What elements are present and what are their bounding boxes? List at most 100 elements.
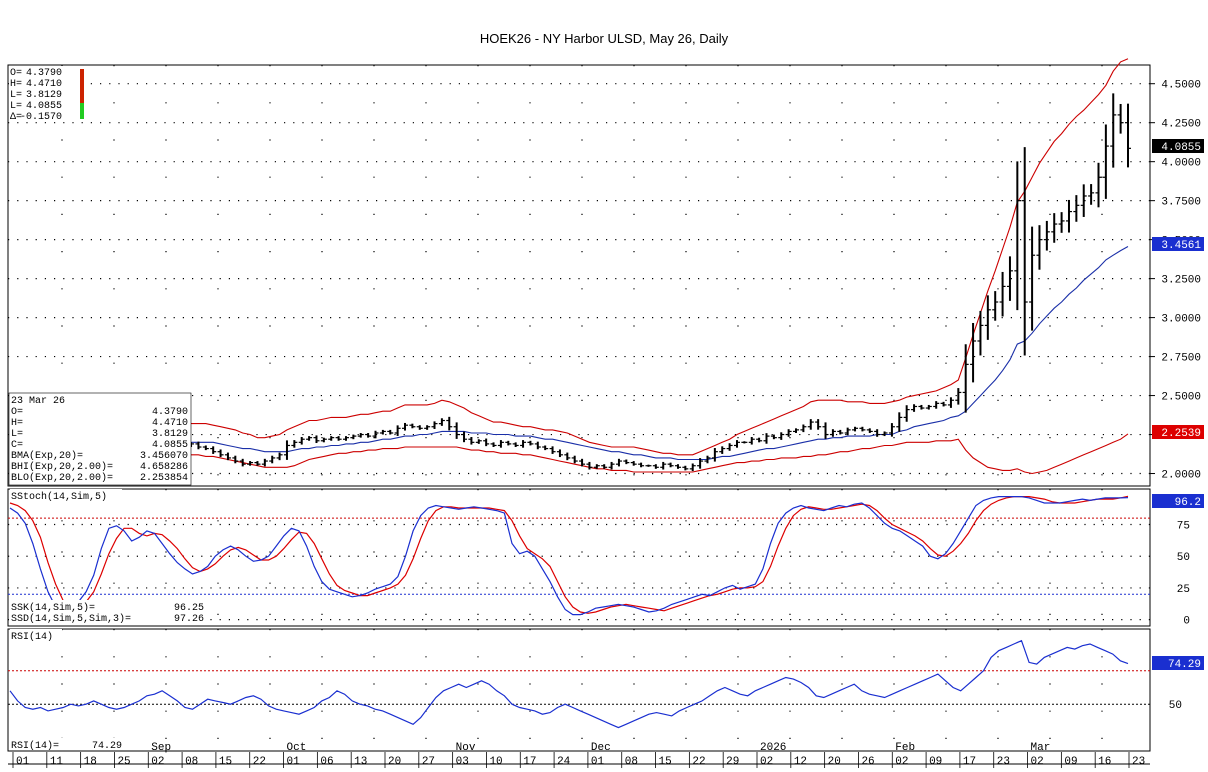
ssk-value: 96.25 <box>174 603 204 614</box>
ohlc-bar <box>1036 225 1043 270</box>
rsi-frame <box>7 628 1151 752</box>
ohlc-bar <box>438 418 445 426</box>
ohlc-bar <box>829 429 836 437</box>
x-tick-label: 03 <box>456 756 469 768</box>
price-tick-label: 4.0000 <box>1161 158 1201 170</box>
ohlc-bar <box>726 443 733 451</box>
ohlc-bar <box>461 431 468 443</box>
x-tick-label: 01 <box>591 756 605 768</box>
ssd-value: 97.26 <box>174 614 204 625</box>
ohlc-bar <box>453 422 460 439</box>
ohlc-bar <box>1065 199 1072 233</box>
ohlc-bar <box>645 464 652 467</box>
info-low-value: 3.8129 <box>152 429 188 440</box>
info-bhi-label: BHI(Exp,20,2.00)= <box>11 461 113 473</box>
info-close-value: 4.0855 <box>152 440 188 451</box>
price-frame <box>7 64 1151 487</box>
x-month-label: 2026 <box>760 742 786 754</box>
ohlc-bar <box>925 404 932 410</box>
price-tick-label: 3.2500 <box>1161 275 1201 287</box>
price-tick-label: 3.0000 <box>1161 314 1201 326</box>
ohlc-bar <box>520 440 527 448</box>
ohlc-bar <box>195 441 202 450</box>
ohlc-bar <box>667 462 674 468</box>
ohlc-bar <box>896 412 903 432</box>
ohlc-bar <box>608 461 615 470</box>
y-axis: 2.00002.25002.50002.75003.00003.25003.50… <box>1150 80 1201 712</box>
rsi-value: 74.29 <box>92 741 122 752</box>
x-tick-label: 17 <box>523 756 536 768</box>
ohlc-bar <box>202 445 209 451</box>
ohlc-bar <box>970 322 977 383</box>
ohlc-bar <box>283 440 290 460</box>
x-tick-label: 22 <box>692 756 705 768</box>
mid-band-badge-text: 3.4561 <box>1161 240 1201 252</box>
ssd-label: SSD(14,Sim,5,Sim,3)= <box>11 613 131 625</box>
stoch-tick-label: 50 <box>1177 552 1190 564</box>
ohlc-bar <box>402 422 409 431</box>
stoch-tick-label: 75 <box>1177 521 1190 533</box>
ohlc-bar <box>940 401 947 407</box>
ohlc-bar <box>342 436 349 441</box>
ohlc-bar <box>416 425 423 430</box>
ohlc-bar <box>844 427 851 436</box>
ohlc-bar <box>955 388 962 405</box>
ohlc-bar <box>365 433 372 438</box>
ohlc-bar <box>903 405 910 422</box>
ohlc-bar <box>1051 213 1058 243</box>
ohlc-bar <box>999 271 1006 317</box>
ohlc-range-bar-green <box>80 103 84 119</box>
ohlc-bar <box>534 441 541 450</box>
stoch-legend: SStoch(14,Sim,5) SSK(14,Sim,5)= 96.25 SS… <box>9 489 207 625</box>
x-axis: 01 11 18 25 02 08 15 22 01 06 13 20 27 03 10 17 24 01 08 15… <box>12 742 1145 768</box>
info-open-value: 4.3790 <box>152 407 188 418</box>
ohlc-bar <box>807 419 814 430</box>
ohlc-bar <box>800 424 807 433</box>
x-tick-label: 20 <box>388 756 401 768</box>
x-tick-label: 27 <box>422 756 435 768</box>
ohlc-bar <box>306 436 313 441</box>
x-tick-label: 24 <box>557 756 571 768</box>
ohlc-bar <box>298 436 305 445</box>
ohlc-bar <box>232 455 239 464</box>
rsi-line <box>9 639 1129 729</box>
x-tick-label: 26 <box>861 756 874 768</box>
ohlc-bar <box>549 446 556 454</box>
ohlc-bar <box>1014 161 1021 311</box>
rsi-tick-label: 50 <box>1169 700 1182 712</box>
rsi-badge <box>1152 656 1204 670</box>
x-tick-label: 20 <box>828 756 841 768</box>
ohlc-bar <box>815 419 822 430</box>
ohlc-bar <box>1073 195 1080 222</box>
x-tick-label: 16 <box>1098 756 1111 768</box>
band-upper-line <box>14 58 1129 456</box>
ohlc-bar <box>697 458 704 469</box>
ohlc-bar <box>1102 124 1109 199</box>
last-price-badge-text: 4.0855 <box>1161 142 1201 154</box>
x-month-label: Feb <box>895 742 915 754</box>
ohlc-bar <box>239 458 246 467</box>
ohlc-bar <box>261 458 268 467</box>
ohlc-bar <box>350 434 357 440</box>
ohlc-bar <box>630 461 637 466</box>
ohlc-bar <box>733 440 740 448</box>
ssk-line <box>9 496 1129 616</box>
ohlc-bar <box>859 426 866 432</box>
ohlc-bar <box>586 461 593 470</box>
ohlc-bar <box>505 440 512 446</box>
price-badges: 4.0855 3.4561 2.2539 96.2 74.29 <box>1152 139 1204 671</box>
ohlc-bar <box>1029 226 1036 331</box>
stoch-frame <box>7 488 1151 627</box>
price-tick-label: 4.5000 <box>1161 80 1201 92</box>
ssd-line <box>9 495 1129 614</box>
band-mid-line <box>14 246 1129 461</box>
ohlc-bar <box>601 464 608 469</box>
price-tick-label: 2.0000 <box>1161 470 1201 482</box>
ohlc-bar <box>704 455 711 464</box>
x-month-label: Mar <box>1031 742 1051 754</box>
ohlc-bar <box>756 437 763 443</box>
x-tick-label: 11 <box>50 756 64 768</box>
ohlc-bar <box>217 449 224 458</box>
x-month-label: Oct <box>287 742 307 754</box>
price-tick-label: 4.2500 <box>1161 119 1201 131</box>
